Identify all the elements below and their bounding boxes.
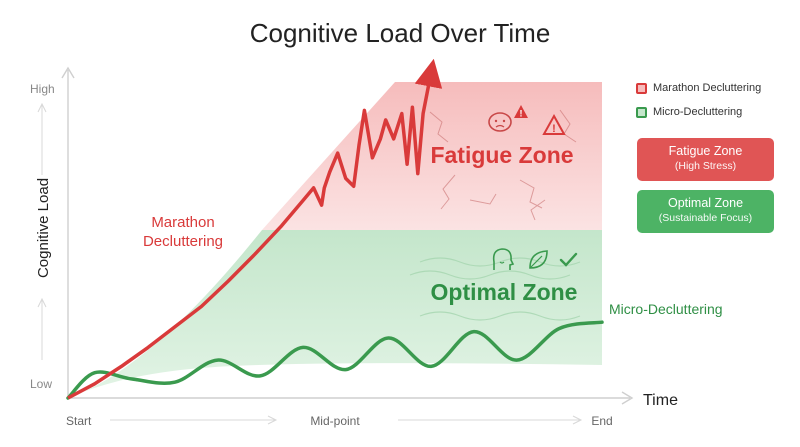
svg-text:!: ! [520,109,523,119]
x-tick-mid: Mid-point [310,414,360,428]
legend-swatch-micro [636,106,647,118]
y-axis-title: Cognitive Load [35,178,52,278]
leaf-icon [529,250,548,269]
fatigue-zone-card: Fatigue Zone (High Stress) [637,138,774,181]
axes [61,66,634,405]
check-icon [559,252,578,267]
optimal-zone-card: Optimal Zone (Sustainable Focus) [637,190,774,233]
fatigue-zone-area [262,82,602,230]
legend-label-micro: Micro-Decluttering [653,106,743,118]
y-tick-low: Low [30,377,52,391]
legend-swatch-marathon [636,82,647,94]
optimal-card-subtitle: (Sustainable Focus) [658,212,753,224]
y-tick-high: High [30,82,55,96]
fatigue-zone-label: Fatigue Zone [430,142,573,168]
chart-title: Cognitive Load Over Time [250,18,551,48]
fatigue-card-subtitle: (High Stress) [674,160,737,172]
x-tick-end: End [591,414,612,428]
x-axis-title: Time [643,392,678,409]
optimal-card-title: Optimal Zone [667,196,744,210]
legend-label-marathon: Marathon Decluttering [653,82,762,94]
axis-hints [37,102,583,425]
optimal-zone-label: Optimal Zone [431,279,578,305]
svg-text:!: ! [552,123,556,135]
optimal-zone-area [68,230,602,398]
warning-icon-large: ! [542,113,566,135]
series-line-marathon [67,58,443,400]
legend-item-micro: Micro-Decluttering [636,106,742,118]
marathon-label-line1: Marathon [151,214,214,231]
fatigue-card-title: Fatigue Zone [668,144,743,158]
micro-label: Micro-Decluttering [609,301,723,317]
calm-head-icon [492,248,515,270]
marathon-label-line2: Decluttering [143,233,223,250]
stressed-brain-icon [488,112,512,132]
legend-item-marathon: Marathon Decluttering [636,82,761,94]
crack-marks [429,109,577,221]
x-tick-start: Start [66,414,92,428]
warning-icon-small: ! [514,105,528,119]
series-line-micro [66,320,604,400]
